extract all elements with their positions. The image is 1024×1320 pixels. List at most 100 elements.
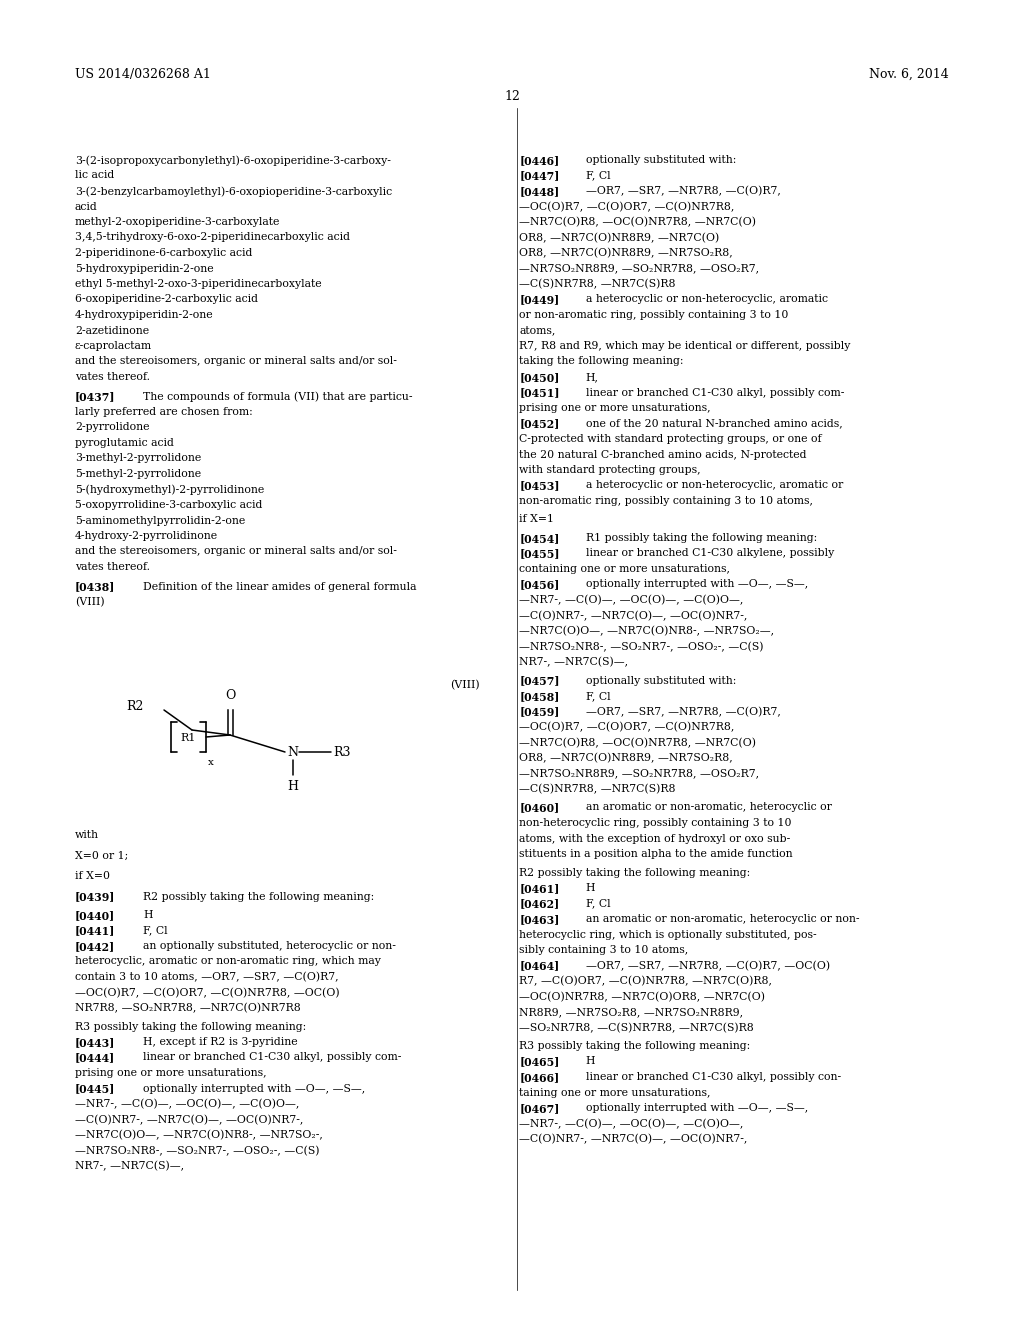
Text: R2: R2 — [127, 700, 144, 713]
Text: if X=0: if X=0 — [75, 871, 110, 880]
Text: vates thereof.: vates thereof. — [75, 372, 150, 381]
Text: H: H — [288, 780, 299, 793]
Text: methyl-2-oxopiperidine-3-carboxylate: methyl-2-oxopiperidine-3-carboxylate — [75, 216, 281, 227]
Text: 3-(2-benzylcarbamoylethyl)-6-oxopioperidine-3-carboxylic: 3-(2-benzylcarbamoylethyl)-6-oxopioperid… — [75, 186, 392, 197]
Text: [0461]: [0461] — [519, 883, 559, 894]
Text: optionally interrupted with —O—, —S—,: optionally interrupted with —O—, —S—, — [586, 579, 808, 590]
Text: OR8, —NR7C(O)NR8R9, —NR7SO₂R8,: OR8, —NR7C(O)NR8R9, —NR7SO₂R8, — [519, 248, 733, 259]
Text: H: H — [586, 883, 595, 894]
Text: [0446]: [0446] — [519, 154, 559, 166]
Text: —NR7-, —C(O)—, —OC(O)—, —C(O)O—,: —NR7-, —C(O)—, —OC(O)—, —C(O)O—, — [519, 1118, 743, 1129]
Text: H,: H, — [586, 372, 599, 381]
Text: heterocyclic, aromatic or non-aromatic ring, which may: heterocyclic, aromatic or non-aromatic r… — [75, 957, 381, 966]
Text: a heterocyclic or non-heterocyclic, aromatic: a heterocyclic or non-heterocyclic, arom… — [586, 294, 827, 305]
Text: —OR7, —SR7, —NR7R8, —C(O)R7,: —OR7, —SR7, —NR7R8, —C(O)R7, — [586, 186, 780, 197]
Text: —C(S)NR7R8, —NR7C(S)R8: —C(S)NR7R8, —NR7C(S)R8 — [519, 784, 676, 795]
Text: or non-aromatic ring, possibly containing 3 to 10: or non-aromatic ring, possibly containin… — [519, 310, 788, 319]
Text: larly preferred are chosen from:: larly preferred are chosen from: — [75, 407, 253, 417]
Text: R2 possibly taking the following meaning:: R2 possibly taking the following meaning… — [143, 891, 375, 902]
Text: 5-methyl-2-pyrrolidone: 5-methyl-2-pyrrolidone — [75, 469, 201, 479]
Text: R2 possibly taking the following meaning:: R2 possibly taking the following meaning… — [519, 867, 751, 878]
Text: OR8, —NR7C(O)NR8R9, —NR7SO₂R8,: OR8, —NR7C(O)NR8R9, —NR7SO₂R8, — [519, 752, 733, 763]
Text: the 20 natural C-branched amino acids, N-protected: the 20 natural C-branched amino acids, N… — [519, 450, 807, 459]
Text: H: H — [143, 909, 153, 920]
Text: R3: R3 — [333, 746, 350, 759]
Text: R3 possibly taking the following meaning:: R3 possibly taking the following meaning… — [75, 1022, 306, 1031]
Text: —NR7SO₂NR8-, —SO₂NR7-, —OSO₂-, —C(S): —NR7SO₂NR8-, —SO₂NR7-, —OSO₂-, —C(S) — [75, 1146, 319, 1156]
Text: —NR7C(O)O—, —NR7C(O)NR8-, —NR7SO₂-,: —NR7C(O)O—, —NR7C(O)NR8-, —NR7SO₂-, — [75, 1130, 323, 1140]
Text: [0455]: [0455] — [519, 549, 560, 560]
Text: [0447]: [0447] — [519, 170, 559, 181]
Text: F, Cl: F, Cl — [586, 899, 610, 908]
Text: —NR7C(O)R8, —OC(O)NR7R8, —NR7C(O): —NR7C(O)R8, —OC(O)NR7R8, —NR7C(O) — [519, 216, 756, 227]
Text: [0445]: [0445] — [75, 1084, 115, 1094]
Text: NR7-, —NR7C(S)—,: NR7-, —NR7C(S)—, — [75, 1162, 184, 1171]
Text: —NR7SO₂NR8R9, —SO₂NR7R8, —OSO₂R7,: —NR7SO₂NR8R9, —SO₂NR7R8, —OSO₂R7, — [519, 768, 759, 779]
Text: US 2014/0326268 A1: US 2014/0326268 A1 — [75, 69, 211, 81]
Text: 5-oxopyrrolidine-3-carboxylic acid: 5-oxopyrrolidine-3-carboxylic acid — [75, 500, 262, 510]
Text: acid: acid — [75, 202, 97, 211]
Text: Definition of the linear amides of general formula: Definition of the linear amides of gener… — [143, 582, 417, 591]
Text: ethyl 5-methyl-2-oxo-3-piperidinecarboxylate: ethyl 5-methyl-2-oxo-3-piperidinecarboxy… — [75, 279, 322, 289]
Text: vates thereof.: vates thereof. — [75, 562, 150, 572]
Text: [0458]: [0458] — [519, 690, 559, 702]
Text: N: N — [287, 746, 298, 759]
Text: —OC(O)R7, —C(O)OR7, —C(O)NR7R8, —OC(O): —OC(O)R7, —C(O)OR7, —C(O)NR7R8, —OC(O) — [75, 987, 339, 998]
Text: pyroglutamic acid: pyroglutamic acid — [75, 438, 174, 447]
Text: NR8R9, —NR7SO₂R8, —NR7SO₂NR8R9,: NR8R9, —NR7SO₂R8, —NR7SO₂NR8R9, — [519, 1007, 743, 1016]
Text: X=0 or 1;: X=0 or 1; — [75, 850, 128, 861]
Text: The compounds of formula (VII) that are particu-: The compounds of formula (VII) that are … — [143, 392, 413, 403]
Text: if X=1: if X=1 — [519, 515, 554, 524]
Text: —OC(O)R7, —C(O)OR7, —C(O)NR7R8,: —OC(O)R7, —C(O)OR7, —C(O)NR7R8, — [519, 202, 734, 211]
Text: —NR7SO₂NR8-, —SO₂NR7-, —OSO₂-, —C(S): —NR7SO₂NR8-, —SO₂NR7-, —OSO₂-, —C(S) — [519, 642, 764, 652]
Text: R1 possibly taking the following meaning:: R1 possibly taking the following meaning… — [586, 533, 817, 543]
Text: —NR7SO₂NR8R9, —SO₂NR7R8, —OSO₂R7,: —NR7SO₂NR8R9, —SO₂NR7R8, —OSO₂R7, — [519, 264, 759, 273]
Text: OR8, —NR7C(O)NR8R9, —NR7C(O): OR8, —NR7C(O)NR8R9, —NR7C(O) — [519, 232, 720, 243]
Text: —OR7, —SR7, —NR7R8, —C(O)R7,: —OR7, —SR7, —NR7R8, —C(O)R7, — [586, 706, 780, 717]
Text: taining one or more unsaturations,: taining one or more unsaturations, — [519, 1088, 711, 1097]
Text: [0459]: [0459] — [519, 706, 559, 718]
Text: R3 possibly taking the following meaning:: R3 possibly taking the following meaning… — [519, 1041, 751, 1051]
Text: [0450]: [0450] — [519, 372, 559, 383]
Text: with standard protecting groups,: with standard protecting groups, — [519, 465, 700, 475]
Text: O: O — [225, 689, 236, 702]
Text: —C(S)NR7R8, —NR7C(S)R8: —C(S)NR7R8, —NR7C(S)R8 — [519, 279, 676, 289]
Text: an optionally substituted, heterocyclic or non-: an optionally substituted, heterocyclic … — [143, 941, 396, 950]
Text: heterocyclic ring, which is optionally substituted, pos-: heterocyclic ring, which is optionally s… — [519, 929, 817, 940]
Text: F, Cl: F, Cl — [586, 170, 610, 181]
Text: optionally substituted with:: optionally substituted with: — [586, 676, 736, 685]
Text: contain 3 to 10 atoms, —OR7, —SR7, —C(O)R7,: contain 3 to 10 atoms, —OR7, —SR7, —C(O)… — [75, 972, 338, 982]
Text: prising one or more unsaturations,: prising one or more unsaturations, — [519, 403, 711, 413]
Text: an aromatic or non-aromatic, heterocyclic or non-: an aromatic or non-aromatic, heterocycli… — [586, 913, 859, 924]
Text: prising one or more unsaturations,: prising one or more unsaturations, — [75, 1068, 266, 1078]
Text: and the stereoisomers, organic or mineral salts and/or sol-: and the stereoisomers, organic or minera… — [75, 546, 396, 557]
Text: [0462]: [0462] — [519, 899, 559, 909]
Text: an aromatic or non-aromatic, heterocyclic or: an aromatic or non-aromatic, heterocycli… — [586, 803, 831, 813]
Text: optionally substituted with:: optionally substituted with: — [586, 154, 736, 165]
Text: taking the following meaning:: taking the following meaning: — [519, 356, 684, 367]
Text: [0443]: [0443] — [75, 1038, 115, 1048]
Text: NR7-, —NR7C(S)—,: NR7-, —NR7C(S)—, — [519, 657, 629, 668]
Text: 3,4,5-trihydroxy-6-oxo-2-piperidinecarboxylic acid: 3,4,5-trihydroxy-6-oxo-2-piperidinecarbo… — [75, 232, 350, 243]
Text: [0444]: [0444] — [75, 1052, 115, 1064]
Text: [0448]: [0448] — [519, 186, 559, 197]
Text: —OC(O)NR7R8, —NR7C(O)OR8, —NR7C(O): —OC(O)NR7R8, —NR7C(O)OR8, —NR7C(O) — [519, 991, 765, 1002]
Text: [0442]: [0442] — [75, 941, 115, 952]
Text: and the stereoisomers, organic or mineral salts and/or sol-: and the stereoisomers, organic or minera… — [75, 356, 396, 367]
Text: [0439]: [0439] — [75, 891, 115, 903]
Text: NR7R8, —SO₂NR7R8, —NR7C(O)NR7R8: NR7R8, —SO₂NR7R8, —NR7C(O)NR7R8 — [75, 1003, 300, 1014]
Text: sibly containing 3 to 10 atoms,: sibly containing 3 to 10 atoms, — [519, 945, 688, 954]
Text: linear or branched C1-C30 alkyl, possibly con-: linear or branched C1-C30 alkyl, possibl… — [586, 1072, 841, 1082]
Text: [0451]: [0451] — [519, 388, 560, 399]
Text: 5-aminomethylpyrrolidin-2-one: 5-aminomethylpyrrolidin-2-one — [75, 516, 245, 525]
Text: [0452]: [0452] — [519, 418, 559, 429]
Text: —C(O)NR7-, —NR7C(O)—, —OC(O)NR7-,: —C(O)NR7-, —NR7C(O)—, —OC(O)NR7-, — [75, 1114, 303, 1125]
Text: linear or branched C1-C30 alkylene, possibly: linear or branched C1-C30 alkylene, poss… — [586, 549, 834, 558]
Text: [0449]: [0449] — [519, 294, 559, 305]
Text: 2-piperidinone-6-carboxylic acid: 2-piperidinone-6-carboxylic acid — [75, 248, 252, 257]
Text: H, except if R2 is 3-pyridine: H, except if R2 is 3-pyridine — [143, 1038, 298, 1047]
Text: one of the 20 natural N-branched amino acids,: one of the 20 natural N-branched amino a… — [586, 418, 843, 429]
Text: R7, —C(O)OR7, —C(O)NR7R8, —NR7C(O)R8,: R7, —C(O)OR7, —C(O)NR7R8, —NR7C(O)R8, — [519, 975, 772, 986]
Text: —SO₂NR7R8, —C(S)NR7R8, —NR7C(S)R8: —SO₂NR7R8, —C(S)NR7R8, —NR7C(S)R8 — [519, 1023, 754, 1032]
Text: —OC(O)R7, —C(O)OR7, —C(O)NR7R8,: —OC(O)R7, —C(O)OR7, —C(O)NR7R8, — [519, 722, 734, 733]
